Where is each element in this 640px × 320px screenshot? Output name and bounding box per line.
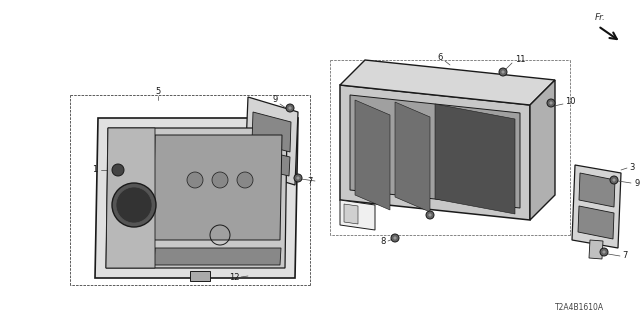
Polygon shape bbox=[572, 165, 621, 248]
Polygon shape bbox=[578, 206, 614, 239]
Polygon shape bbox=[395, 102, 430, 212]
Polygon shape bbox=[106, 128, 287, 268]
Circle shape bbox=[212, 172, 228, 188]
Text: 1: 1 bbox=[92, 165, 98, 174]
Circle shape bbox=[393, 236, 397, 240]
Circle shape bbox=[612, 178, 616, 182]
Text: 9: 9 bbox=[273, 95, 278, 105]
Polygon shape bbox=[106, 128, 155, 268]
Text: 7: 7 bbox=[307, 178, 313, 187]
Circle shape bbox=[237, 172, 253, 188]
Polygon shape bbox=[154, 248, 281, 265]
Circle shape bbox=[112, 164, 124, 176]
Polygon shape bbox=[344, 204, 358, 224]
Text: 9: 9 bbox=[635, 179, 640, 188]
Text: 2: 2 bbox=[115, 148, 120, 156]
Polygon shape bbox=[251, 148, 290, 176]
Polygon shape bbox=[340, 60, 555, 105]
Circle shape bbox=[602, 250, 606, 254]
Polygon shape bbox=[256, 170, 270, 193]
Polygon shape bbox=[579, 173, 615, 207]
Polygon shape bbox=[350, 95, 520, 208]
Polygon shape bbox=[530, 80, 555, 220]
Polygon shape bbox=[245, 97, 298, 185]
Bar bbox=[190, 271, 210, 281]
Polygon shape bbox=[435, 104, 515, 214]
Circle shape bbox=[116, 187, 152, 223]
Polygon shape bbox=[340, 200, 375, 230]
Circle shape bbox=[294, 174, 302, 182]
Polygon shape bbox=[355, 100, 390, 210]
Polygon shape bbox=[340, 85, 530, 220]
Text: 8: 8 bbox=[380, 237, 386, 246]
Text: 6: 6 bbox=[437, 52, 443, 61]
Text: 5: 5 bbox=[156, 87, 161, 97]
Polygon shape bbox=[95, 118, 298, 278]
Polygon shape bbox=[252, 112, 291, 152]
Text: 4: 4 bbox=[236, 143, 241, 153]
Circle shape bbox=[288, 106, 292, 110]
Circle shape bbox=[499, 68, 507, 76]
Circle shape bbox=[112, 183, 156, 227]
Polygon shape bbox=[589, 240, 603, 259]
Circle shape bbox=[501, 70, 505, 74]
Circle shape bbox=[549, 101, 553, 105]
Circle shape bbox=[187, 172, 203, 188]
Text: 3: 3 bbox=[630, 164, 635, 172]
Circle shape bbox=[428, 213, 432, 217]
Text: 7: 7 bbox=[622, 252, 628, 260]
Circle shape bbox=[600, 248, 608, 256]
Circle shape bbox=[547, 99, 555, 107]
Text: T2A4B1610A: T2A4B1610A bbox=[556, 303, 605, 313]
Text: 10: 10 bbox=[564, 98, 575, 107]
Text: 12: 12 bbox=[228, 274, 239, 283]
Polygon shape bbox=[153, 135, 282, 240]
Circle shape bbox=[391, 234, 399, 242]
Text: Fr.: Fr. bbox=[595, 13, 605, 22]
Circle shape bbox=[610, 176, 618, 184]
Circle shape bbox=[286, 104, 294, 112]
Circle shape bbox=[426, 211, 434, 219]
Circle shape bbox=[296, 176, 300, 180]
Text: 11: 11 bbox=[515, 55, 525, 65]
